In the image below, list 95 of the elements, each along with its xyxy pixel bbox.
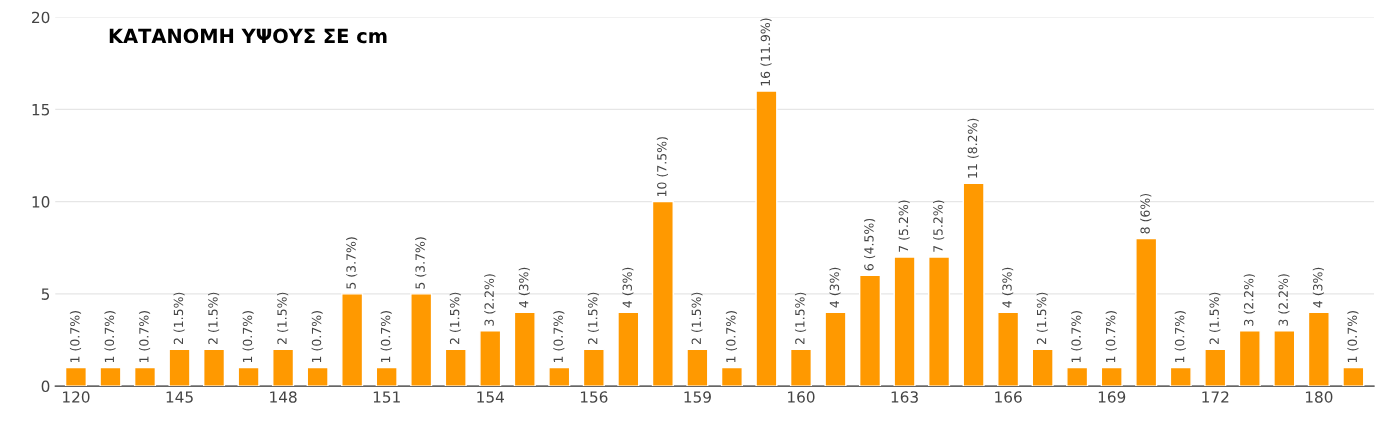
x-tick-label: 163 <box>891 391 918 403</box>
x-tick-label: 166 <box>995 391 1022 403</box>
bar <box>1066 366 1089 387</box>
data-label: 1 (0.7%) <box>104 311 116 363</box>
bar <box>203 348 226 387</box>
data-label: 6 (4.5%) <box>863 218 876 271</box>
x-tick-label: 154 <box>477 391 504 403</box>
x-tick-label: 156 <box>580 391 608 403</box>
bar <box>375 366 398 387</box>
bar <box>755 90 778 387</box>
data-label: 3 (2.2%) <box>1278 274 1290 326</box>
bar <box>1238 330 1261 387</box>
data-label: 2 (1.5%) <box>277 292 289 345</box>
x-tick-label: 180 <box>1305 391 1333 403</box>
x-tick-label: 148 <box>270 391 297 403</box>
bar <box>1307 311 1330 387</box>
data-label: 2 (1.5%) <box>691 292 703 345</box>
bar <box>444 348 467 387</box>
data-label: 7 (5.2%) <box>933 200 945 252</box>
data-label: 4 (3%) <box>1312 267 1324 308</box>
x-tick-label: 159 <box>684 391 711 403</box>
data-label: 3 (2.2%) <box>484 274 496 326</box>
data-label: 1 (0.7%) <box>69 311 82 363</box>
y-tick-label: 0 <box>41 380 50 393</box>
bar <box>997 311 1020 387</box>
data-label: 1 (0.7%) <box>725 311 738 363</box>
bar <box>99 366 122 387</box>
data-label: 5 (3.7%) <box>346 237 358 289</box>
bar <box>1100 366 1123 387</box>
data-label: 10 (7.5%) <box>656 137 668 197</box>
data-label: 7 (5.2%) <box>898 200 910 252</box>
bar <box>686 348 709 387</box>
data-label: 2 (1.5%) <box>449 292 461 345</box>
y-tick-label: 15 <box>32 104 50 116</box>
bar <box>341 293 364 387</box>
bar <box>410 293 433 387</box>
bar <box>789 348 813 387</box>
data-label: 11 (8.2%) <box>967 118 979 178</box>
bar <box>513 311 536 387</box>
data-label: 2 (1.5%) <box>1036 292 1048 345</box>
data-label: 1 (0.7%) <box>1071 311 1083 363</box>
x-tick-label: 169 <box>1098 391 1126 403</box>
bar <box>272 348 295 387</box>
bar <box>133 366 157 387</box>
data-label: 4 (3%) <box>518 267 530 308</box>
data-label: 1 (0.7%) <box>553 311 565 363</box>
data-label: 2 (1.5%) <box>1209 292 1221 345</box>
bar <box>168 348 191 387</box>
data-label: 16 (11.9%) <box>760 18 772 86</box>
data-label: 5 (3.7%) <box>415 237 427 289</box>
data-label: 2 (1.5%) <box>208 292 220 345</box>
y-tick-label: 10 <box>32 196 50 208</box>
bar <box>893 256 916 387</box>
data-label: 8 (6%) <box>1140 193 1152 234</box>
bar <box>582 348 605 387</box>
data-label: 4 (3%) <box>829 267 841 308</box>
x-tick-label: 120 <box>63 391 90 403</box>
data-label: 4 (3%) <box>1002 267 1014 308</box>
data-label: 3 (2.2%) <box>1243 274 1255 326</box>
bar <box>237 366 260 387</box>
x-tick-label: 145 <box>166 391 193 403</box>
data-label: 4 (3%) <box>622 267 634 308</box>
bar <box>64 366 88 387</box>
data-label: 1 (0.7%) <box>380 311 392 363</box>
data-label: 1 (0.7%) <box>242 311 254 363</box>
y-tick-label: 5 <box>41 288 50 300</box>
bar <box>1342 366 1365 387</box>
data-label: 1 (0.7%) <box>1174 311 1186 363</box>
bar <box>1135 237 1158 387</box>
bar <box>617 311 640 387</box>
bar <box>824 311 847 387</box>
bar <box>306 366 329 387</box>
bar <box>1031 348 1054 387</box>
bar <box>858 274 882 387</box>
bar <box>720 366 743 387</box>
bar <box>548 366 571 387</box>
y-tick-label: 20 <box>32 11 50 24</box>
data-label: 2 (1.5%) <box>173 292 185 345</box>
x-tick-label: 160 <box>788 391 815 403</box>
chart-title: ΚΑΤΑΝΟΜΗ ΥΨΟΥΣ ΣΕ cm <box>109 28 387 44</box>
data-label: 1 (0.7%) <box>1347 311 1359 363</box>
bar <box>651 200 674 387</box>
bar <box>1204 348 1227 387</box>
bar <box>479 330 502 387</box>
bar <box>962 182 985 387</box>
x-tick-label: 151 <box>373 391 400 403</box>
data-label: 1 (0.7%) <box>138 311 151 363</box>
bar <box>1273 330 1296 387</box>
x-tick-label: 172 <box>1202 391 1229 403</box>
data-label: 2 (1.5%) <box>587 292 599 345</box>
data-label: 1 (0.7%) <box>1105 311 1117 363</box>
bar <box>1169 366 1192 387</box>
bar <box>928 256 951 387</box>
data-label: 1 (0.7%) <box>311 311 323 363</box>
data-label: 2 (1.5%) <box>794 292 807 345</box>
